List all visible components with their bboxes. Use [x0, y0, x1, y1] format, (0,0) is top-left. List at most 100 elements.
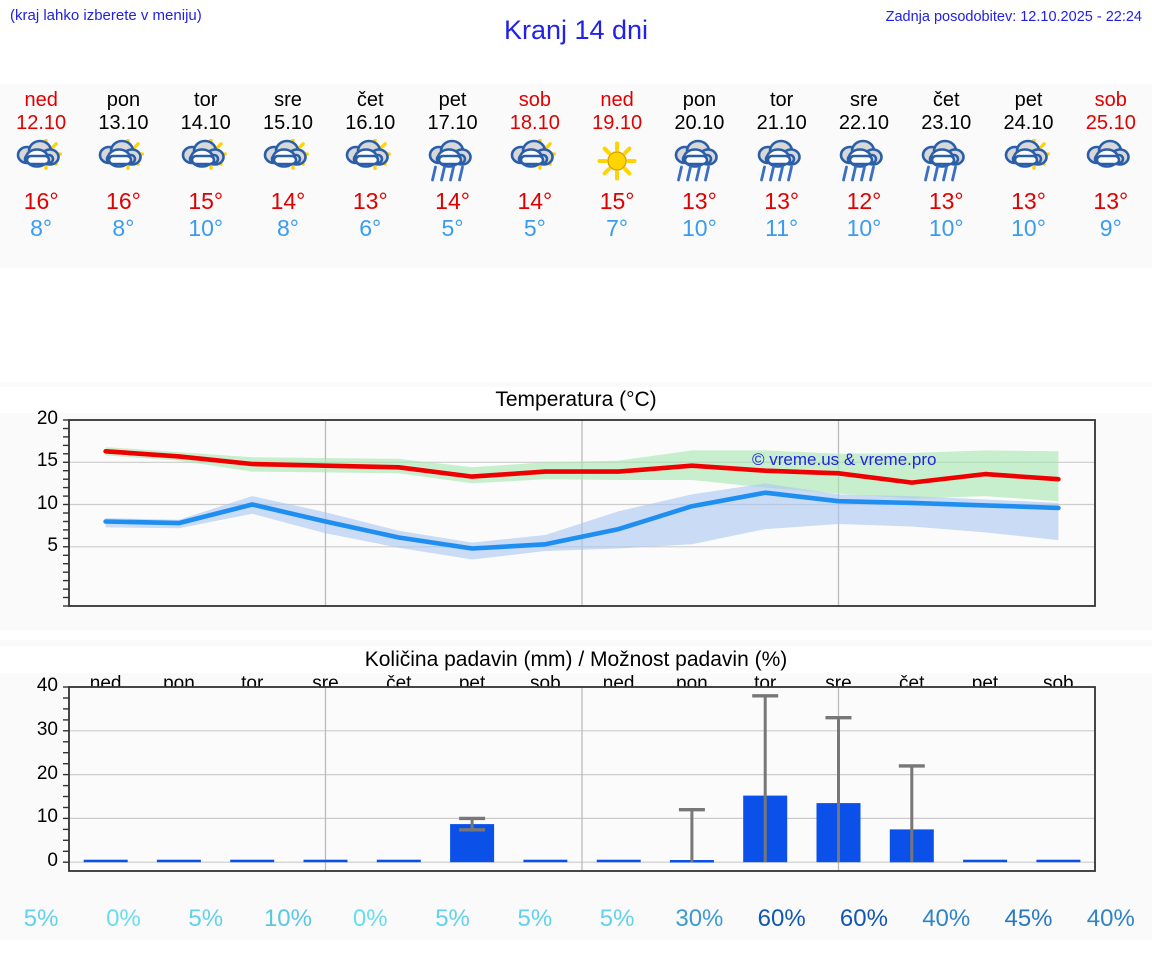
- rain-icon: [425, 138, 481, 186]
- day-column[interactable]: tor 14.10 15° 10°: [165, 84, 247, 268]
- rain-icon: [671, 138, 727, 186]
- day-name: sob: [1094, 89, 1127, 111]
- sunny-icon: [597, 141, 637, 181]
- temperature-max: 12°: [846, 188, 882, 214]
- cloudy-icon: [1086, 139, 1130, 168]
- precipitation-probability: 5%: [435, 905, 470, 932]
- precipitation-plot-svg: [63, 686, 1096, 872]
- day-column[interactable]: čet 23.10 13° 10°: [905, 84, 987, 268]
- precipitation-y-tick: 40: [36, 675, 58, 696]
- day-column[interactable]: sre 22.10 12° 10°: [823, 84, 905, 268]
- day-column[interactable]: pet 24.10 13° 10°: [987, 84, 1069, 268]
- partly-cloudy-icon: [507, 138, 563, 186]
- day-date: 22.10: [838, 112, 889, 134]
- rain-icon: [918, 138, 974, 186]
- day-date: 20.10: [674, 112, 725, 134]
- day-name: pon: [682, 89, 717, 111]
- temperature-max: 15°: [599, 188, 635, 214]
- temperature-y-tick: 20: [36, 408, 58, 429]
- day-name: čet: [356, 89, 384, 111]
- precipitation-probability: 5%: [23, 905, 59, 932]
- precipitation-probability: 40%: [922, 905, 971, 932]
- temperature-min: 7°: [606, 215, 629, 241]
- day-date: 25.10: [1085, 112, 1136, 134]
- temperature-y-tick: 15: [36, 450, 58, 472]
- temperature-min: 5°: [523, 215, 546, 241]
- precipitation-y-tick: 0: [47, 850, 58, 872]
- temperature-max: 13°: [352, 188, 388, 214]
- page-header: (kraj lahko izberete v meniju) Kranj 14 …: [0, 0, 1152, 62]
- precipitation-probability: 5%: [517, 905, 553, 932]
- day-column[interactable]: pon 13.10 16° 8°: [82, 84, 164, 268]
- temperature-max: 13°: [928, 188, 964, 214]
- daily-forecast-strip: ned 12.10 16° 8° pon 13.10 16° 8° tor 14.10 15°…: [0, 84, 1152, 268]
- rain-icon: [921, 139, 966, 182]
- partly-cloudy-icon: [16, 139, 63, 170]
- rain-icon: [675, 139, 719, 182]
- partly-cloudy-icon: [181, 139, 227, 170]
- precipitation-probability-row: 5% 0% 5% 10% 0% 5% 5% 5% 30% 60% 60% 40% 45% 40%: [0, 898, 1152, 940]
- temperature-plot-svg: [63, 419, 1096, 607]
- temperature-min: 10°: [928, 215, 964, 241]
- day-column[interactable]: sre 15.10 14° 8°: [247, 84, 329, 268]
- day-date: 24.10: [1003, 112, 1054, 134]
- partly-cloudy-icon: [1001, 138, 1057, 186]
- partly-cloudy-icon: [99, 139, 145, 170]
- day-column[interactable]: čet 16.10 13° 6°: [329, 84, 411, 268]
- temperature-y-tick: 10: [36, 492, 58, 514]
- precipitation-plot: 0 10 20 30 40: [0, 673, 1152, 903]
- precipitation-probability: 60%: [839, 905, 888, 932]
- temperature-min: 8°: [276, 215, 299, 241]
- bottom-filler: [0, 940, 1152, 975]
- partly-cloudy-icon: [263, 139, 309, 170]
- day-column[interactable]: sob 25.10 13° 9°: [1070, 84, 1152, 268]
- day-date: 18.10: [509, 112, 560, 134]
- menu-hint-text: (kraj lahko izberete v meniju): [10, 7, 202, 24]
- temperature-max: 14°: [270, 188, 306, 214]
- partly-cloudy-icon: [260, 138, 316, 186]
- day-column[interactable]: ned 19.10 15° 7°: [576, 84, 658, 268]
- temperature-min: 11°: [765, 215, 799, 241]
- temperature-max: 16°: [23, 188, 59, 214]
- day-name: pon: [106, 89, 141, 111]
- temperature-plot: 5 10 15 20: [0, 408, 1152, 630]
- precipitation-probability: 45%: [1004, 905, 1053, 932]
- temperature-max: 13°: [764, 188, 800, 214]
- precipitation-probability: 10%: [263, 905, 312, 932]
- temperature-max: 16°: [106, 188, 141, 214]
- precipitation-probability: 5%: [599, 905, 635, 932]
- day-date: 12.10: [16, 112, 67, 134]
- watermark-text: © vreme.us & vreme.pro: [752, 450, 937, 469]
- precipitation-y-tick: 30: [36, 718, 58, 740]
- day-column[interactable]: sob 18.10 14° 5°: [494, 84, 576, 268]
- precipitation-probability: 30%: [675, 905, 724, 932]
- day-date: 13.10: [98, 112, 149, 134]
- partly-cloudy-icon: [13, 138, 69, 186]
- precipitation-probability: 40%: [1086, 905, 1135, 932]
- last-update-text: Zadnja posodobitev: 12.10.2025 - 22:24: [885, 9, 1142, 25]
- rain-icon: [836, 138, 892, 186]
- partly-cloudy-icon: [95, 138, 151, 186]
- sunny-icon: [589, 138, 645, 186]
- rain-icon: [754, 138, 810, 186]
- day-date: 21.10: [756, 112, 807, 134]
- temperature-min: 8°: [112, 215, 135, 241]
- precipitation-probability: 0%: [352, 905, 388, 932]
- day-name: sob: [518, 89, 551, 111]
- precipitation-chart-title: Količina padavin (mm) / Možnost padavin …: [0, 646, 1152, 673]
- temperature-chart: Temperatura (°C) 5 10 15 20 © vreme.us & vr…: [0, 382, 1152, 630]
- temperature-min: 6°: [359, 215, 382, 241]
- temperature-min: 10°: [1011, 215, 1046, 241]
- day-column[interactable]: pet 17.10 14° 5°: [411, 84, 493, 268]
- partly-cloudy-icon: [342, 138, 398, 186]
- day-column[interactable]: ned 12.10 16° 8°: [0, 84, 82, 268]
- day-date: 19.10: [592, 112, 643, 134]
- day-column[interactable]: pon 20.10 13° 10°: [658, 84, 740, 268]
- day-column[interactable]: tor 21.10 13° 11°: [741, 84, 823, 268]
- temperature-max: 14°: [435, 188, 470, 214]
- day-name: tor: [770, 89, 794, 111]
- rain-icon: [757, 139, 801, 182]
- temperature-min: 5°: [441, 215, 464, 241]
- temperature-y-tick: 5: [47, 534, 58, 556]
- day-name: pet: [438, 89, 467, 111]
